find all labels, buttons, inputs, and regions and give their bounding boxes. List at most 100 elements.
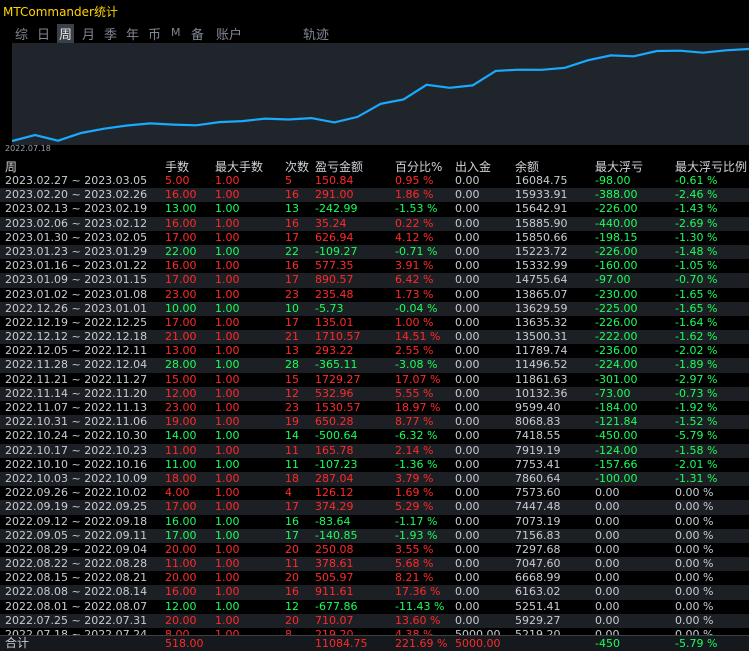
- table-row[interactable]: 2022.08.22 ~ 2022.08.28 11.00 1.00 11 378.61…: [0, 557, 749, 572]
- cell-max-float-pct: 0.00 %: [675, 542, 714, 556]
- cell-percent: -11.43 %: [395, 599, 445, 613]
- tab-currency[interactable]: 币: [148, 28, 162, 43]
- cell-max-float-pct: -1.89 %: [675, 358, 718, 372]
- header-week: 周: [5, 160, 18, 174]
- cell-max-float-pct: -1.52 %: [675, 415, 718, 429]
- cell-max-float: -226.00: [595, 244, 638, 258]
- cell-week: 2022.12.05 ~ 2022.12.11: [5, 344, 148, 358]
- table-row[interactable]: 2022.10.10 ~ 2022.10.16 11.00 1.00 11 -107.2…: [0, 458, 749, 472]
- table-row[interactable]: 2022.10.03 ~ 2022.10.09 18.00 1.00 18 287.04…: [0, 471, 749, 487]
- cell-percent: 1.73 %: [395, 287, 434, 301]
- cell-week: 2023.01.23 ~ 2023.01.29: [5, 244, 148, 258]
- table-row[interactable]: 2022.08.08 ~ 2022.08.14 16.00 1.00 16 911.61…: [0, 585, 749, 600]
- app-title: MTCommander统计: [3, 5, 118, 19]
- table-row[interactable]: 2022.10.31 ~ 2022.11.06 19.00 1.00 19 650.28…: [0, 415, 749, 430]
- tab-quarter[interactable]: 季: [104, 28, 118, 43]
- cell-max-lots: 1.00: [215, 244, 240, 258]
- cell-max-lots: 1.00: [215, 471, 240, 485]
- cell-week: 2022.12.19 ~ 2022.12.25: [5, 315, 148, 329]
- table-row[interactable]: 2022.11.14 ~ 2022.11.20 12.00 1.00 12 532.96…: [0, 386, 749, 401]
- cell-max-float-pct: -1.43 %: [675, 202, 718, 216]
- cell-balance: 7919.19: [515, 443, 561, 457]
- tab-month[interactable]: 月: [82, 28, 96, 43]
- tab-track[interactable]: 轨迹: [303, 28, 330, 43]
- table-row[interactable]: 2023.02.13 ~ 2023.02.19 13.00 1.00 13 -242.9…: [0, 202, 749, 216]
- tab-overview[interactable]: 综: [15, 28, 29, 43]
- cell-week: 2022.09.05 ~ 2022.09.11: [5, 528, 148, 542]
- table-row[interactable]: 2022.07.25 ~ 2022.07.31 20.00 1.00 20 710.07…: [0, 613, 749, 628]
- cell-percent: 8.77 %: [395, 415, 434, 429]
- cell-lots: 11.00: [165, 457, 197, 471]
- table-row[interactable]: 2022.12.05 ~ 2022.12.11 13.00 1.00 13 293.22…: [0, 344, 749, 358]
- cell-balance: 8068.83: [515, 415, 561, 429]
- cell-max-float-pct: 0.00 %: [675, 557, 714, 571]
- cell-week: 2022.08.01 ~ 2022.08.07: [5, 599, 148, 613]
- table-row[interactable]: 2022.09.19 ~ 2022.09.25 17.00 1.00 17 374.29…: [0, 500, 749, 515]
- cell-max-float-pct: -1.31 %: [675, 471, 718, 485]
- cell-week: 2022.12.26 ~ 2023.01.01: [5, 301, 148, 315]
- cell-percent: -1.36 %: [395, 457, 438, 471]
- cell-max-float: 0.00: [595, 571, 620, 585]
- table-row[interactable]: 2023.01.23 ~ 2023.01.29 22.00 1.00 22 -109.2…: [0, 244, 749, 260]
- table-row[interactable]: 2022.12.12 ~ 2022.12.18 21.00 1.00 21 1710.5…: [0, 330, 749, 345]
- cell-count: 10: [285, 301, 299, 315]
- cell-percent: 5.29 %: [395, 500, 434, 514]
- cell-max-float: 0.00: [595, 514, 620, 528]
- cell-count: 20: [285, 571, 299, 585]
- table-row[interactable]: 2022.08.29 ~ 2022.09.04 20.00 1.00 20 250.08…: [0, 543, 749, 557]
- cell-percent: 0.22 %: [395, 216, 434, 230]
- cell-max-float-pct: -1.30 %: [675, 230, 718, 244]
- tab-week[interactable]: 周: [57, 24, 75, 43]
- tab-year[interactable]: 年: [126, 28, 140, 43]
- table-row[interactable]: 2023.02.06 ~ 2023.02.12 16.00 1.00 16 35.24 0…: [0, 216, 749, 231]
- cell-count: 13: [285, 202, 299, 216]
- cell-inout: 0.00: [455, 528, 480, 542]
- cell-week: 2022.08.29 ~ 2022.09.04: [5, 542, 148, 556]
- table-row[interactable]: 2023.01.30 ~ 2023.02.05 17.00 1.00 17 626.94…: [0, 231, 749, 245]
- table-row[interactable]: 2023.02.20 ~ 2023.02.26 16.00 1.00 16 291.00…: [0, 188, 749, 203]
- table-row[interactable]: 2022.09.26 ~ 2022.10.02 4.00 1.00 4 126.12 1.…: [0, 486, 749, 500]
- tab-m[interactable]: M: [171, 26, 181, 39]
- cell-week: 2023.01.16 ~ 2023.01.22: [5, 259, 148, 273]
- table-row[interactable]: 2022.10.24 ~ 2022.10.30 14.00 1.00 14 -500.6…: [0, 429, 749, 443]
- cell-max-float: -124.00: [595, 443, 638, 457]
- table-row[interactable]: 2023.01.09 ~ 2023.01.15 17.00 1.00 17 890.57…: [0, 273, 749, 288]
- table-row[interactable]: 2023.01.02 ~ 2023.01.08 23.00 1.00 23 235.48…: [0, 288, 749, 302]
- cell-week: 2022.07.25 ~ 2022.07.31: [5, 613, 148, 627]
- cell-profit: -109.27: [315, 244, 358, 258]
- cell-inout: 0.00: [455, 471, 480, 485]
- cell-lots: 16.00: [165, 514, 197, 528]
- cell-lots: 19.00: [165, 415, 197, 429]
- table-row[interactable]: 2023.01.16 ~ 2023.01.22 16.00 1.00 16 577.35…: [0, 259, 749, 273]
- cell-lots: 17.00: [165, 528, 197, 542]
- cell-balance: 7860.64: [515, 471, 561, 485]
- cell-percent: 6.42 %: [395, 273, 434, 287]
- table-row[interactable]: 2022.09.12 ~ 2022.09.18 16.00 1.00 16 -83.64…: [0, 515, 749, 529]
- table-row[interactable]: 2022.10.17 ~ 2022.10.23 11.00 1.00 11 165.78…: [0, 443, 749, 458]
- total-percent: 221.69 %: [395, 637, 448, 650]
- table-row[interactable]: 2022.11.07 ~ 2022.11.13 23.00 1.00 23 1530.5…: [0, 401, 749, 415]
- table-row[interactable]: 2023.02.27 ~ 2023.03.05 5.00 1.00 5 150.84 0.…: [0, 174, 749, 188]
- tab-account[interactable]: 账户: [216, 28, 243, 43]
- cell-percent: 1.69 %: [395, 486, 434, 500]
- cell-percent: 8.21 %: [395, 571, 434, 585]
- cell-percent: 4.12 %: [395, 230, 434, 244]
- table-row[interactable]: 2022.11.21 ~ 2022.11.27 15.00 1.00 15 1729.2…: [0, 373, 749, 387]
- table-row[interactable]: 2022.09.05 ~ 2022.09.11 17.00 1.00 17 -140.8…: [0, 528, 749, 543]
- cell-inout: 0.00: [455, 401, 480, 414]
- cell-balance: 14755.64: [515, 273, 568, 287]
- table-row[interactable]: 2022.12.19 ~ 2022.12.25 17.00 1.00 17 135.01…: [0, 316, 749, 330]
- tab-notes[interactable]: 备: [191, 28, 205, 43]
- table-row[interactable]: 2022.08.15 ~ 2022.08.21 20.00 1.00 20 505.97…: [0, 571, 749, 585]
- cell-balance: 7297.68: [515, 542, 561, 556]
- tab-day[interactable]: 日: [37, 28, 51, 43]
- cell-profit: 235.48: [315, 287, 354, 301]
- cell-week: 2023.02.20 ~ 2023.02.26: [5, 188, 148, 202]
- cell-week: 2022.10.24 ~ 2022.10.30: [5, 429, 148, 443]
- cell-inout: 0.00: [455, 344, 480, 358]
- cell-balance: 7073.19: [515, 514, 561, 528]
- table-row[interactable]: 2022.11.28 ~ 2022.12.04 28.00 1.00 28 -365.1…: [0, 358, 749, 373]
- table-row[interactable]: 2022.12.26 ~ 2023.01.01 10.00 1.00 10 -5.73 -…: [0, 301, 749, 316]
- table-row[interactable]: 2022.08.01 ~ 2022.08.07 12.00 1.00 12 -677.8…: [0, 600, 749, 614]
- cell-max-float-pct: 0.00 %: [675, 500, 714, 514]
